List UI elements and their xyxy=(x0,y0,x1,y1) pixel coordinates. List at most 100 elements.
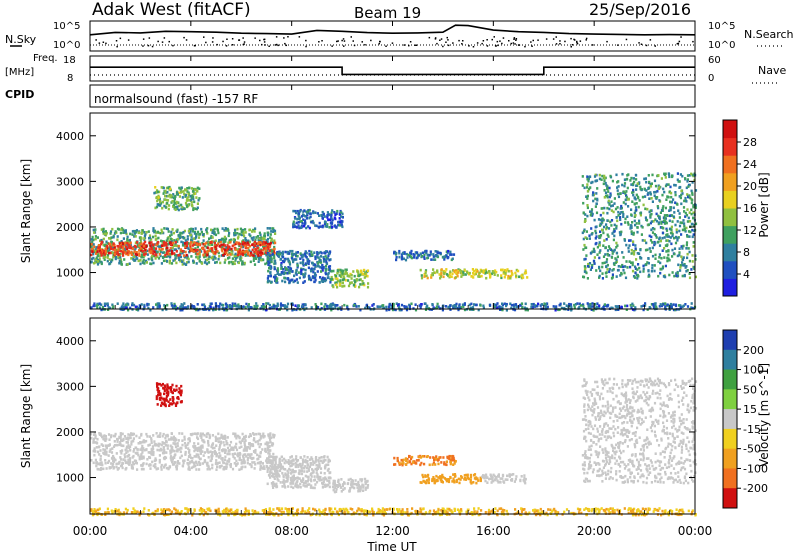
heatmap-cell xyxy=(245,449,248,452)
heatmap-cell xyxy=(180,447,183,450)
heatmap-cell xyxy=(184,239,187,242)
heatmap-cell xyxy=(267,263,270,266)
heatmap-cell xyxy=(601,277,604,280)
heatmap-cell xyxy=(457,269,460,273)
heatmap-cell xyxy=(635,222,638,225)
heatmap-cell xyxy=(245,239,249,243)
heatmap-cell xyxy=(616,180,619,184)
heatmap-cell xyxy=(314,278,317,282)
heatmap-cell xyxy=(134,451,137,455)
heatmap-cell xyxy=(94,249,97,253)
heatmap-cell xyxy=(189,244,192,248)
heatmap-cell xyxy=(126,238,129,241)
heatmap-cell xyxy=(99,449,102,452)
heatmap-cell xyxy=(242,239,245,242)
heatmap-cell xyxy=(120,262,123,266)
heatmap-cell xyxy=(201,242,204,245)
heatmap-cell xyxy=(201,247,204,250)
heatmap-cell xyxy=(140,244,143,247)
heatmap-cell xyxy=(668,227,672,231)
heatmap-cell xyxy=(90,245,93,249)
nsky-point xyxy=(318,41,320,43)
heatmap-cell xyxy=(163,243,166,247)
heatmap-cell xyxy=(662,205,665,208)
heatmap-cell xyxy=(119,433,122,437)
heatmap-cell xyxy=(259,241,262,244)
heatmap-cell xyxy=(610,277,614,280)
heatmap-cell xyxy=(319,276,322,279)
heatmap-cell xyxy=(264,447,267,451)
heatmap-cell xyxy=(262,303,265,306)
heatmap-cell xyxy=(287,257,290,261)
heatmap-cell xyxy=(250,453,253,456)
heatmap-cell xyxy=(201,446,204,449)
heatmap-cell xyxy=(99,239,102,243)
heatmap-cell xyxy=(324,267,327,271)
heatmap-cell xyxy=(152,252,155,256)
heatmap-cell xyxy=(685,186,688,190)
heatmap-cell xyxy=(335,225,338,229)
heatmap-cell xyxy=(165,255,168,258)
heatmap-cell xyxy=(208,308,211,312)
nsky-point xyxy=(606,40,608,43)
heatmap-cell xyxy=(231,448,234,451)
heatmap-cell xyxy=(339,270,342,274)
heatmap-cell xyxy=(214,245,217,249)
heatmap-cell xyxy=(678,216,681,219)
heatmap-cell xyxy=(219,238,222,242)
heatmap-cell xyxy=(251,248,254,252)
heatmap-cell xyxy=(606,304,609,307)
heatmap-cell xyxy=(134,446,137,449)
heatmap-cell xyxy=(247,446,250,449)
heatmap-cell xyxy=(178,186,181,190)
heatmap-cell xyxy=(154,250,158,254)
heatmap-cell xyxy=(182,241,185,244)
heatmap-cell xyxy=(140,447,143,450)
heatmap-cell xyxy=(430,308,433,311)
heatmap-cell xyxy=(582,230,586,233)
heatmap-cell xyxy=(678,253,681,257)
heatmap-cell xyxy=(462,271,465,274)
heatmap-cell xyxy=(211,446,214,450)
heatmap-cell xyxy=(615,251,619,255)
heatmap-cell xyxy=(163,227,166,230)
heatmap-cell xyxy=(648,234,651,238)
heatmap-cell xyxy=(152,464,155,467)
heatmap-cell xyxy=(501,268,504,272)
heatmap-cell xyxy=(584,219,587,222)
heatmap-cell xyxy=(683,222,686,225)
heatmap-cell xyxy=(90,260,93,264)
heatmap-cell xyxy=(166,243,170,246)
nsky-point xyxy=(385,45,387,47)
heatmap-cell xyxy=(95,464,98,468)
heatmap-cell xyxy=(239,257,242,260)
heatmap-cell xyxy=(177,246,180,250)
heatmap-cell xyxy=(109,448,112,451)
heatmap-cell xyxy=(173,201,176,205)
heatmap-cell xyxy=(308,253,311,256)
heatmap-cell xyxy=(196,186,199,190)
heatmap-cell xyxy=(313,263,316,267)
heatmap-cell xyxy=(275,305,278,308)
heatmap-cell xyxy=(348,281,352,285)
heatmap-cell xyxy=(635,208,638,212)
heatmap-cell xyxy=(110,247,113,251)
heatmap-cell xyxy=(616,255,619,259)
heatmap-cell xyxy=(485,276,488,280)
heatmap-cell xyxy=(626,186,629,190)
heatmap-cell xyxy=(314,274,317,277)
heatmap-cell xyxy=(142,467,145,471)
heatmap-cell xyxy=(692,307,695,310)
heatmap-cell xyxy=(93,433,96,436)
heatmap-cell xyxy=(131,303,134,307)
heatmap-cell xyxy=(610,256,614,259)
heatmap-cell xyxy=(148,456,152,459)
heatmap-cell xyxy=(260,305,263,308)
heatmap-cell xyxy=(243,234,246,238)
heatmap-cell xyxy=(563,302,566,305)
heatmap-cell xyxy=(121,466,124,470)
heatmap-cell xyxy=(154,243,157,246)
heatmap-cell xyxy=(332,285,335,289)
heatmap-cell xyxy=(664,305,667,308)
